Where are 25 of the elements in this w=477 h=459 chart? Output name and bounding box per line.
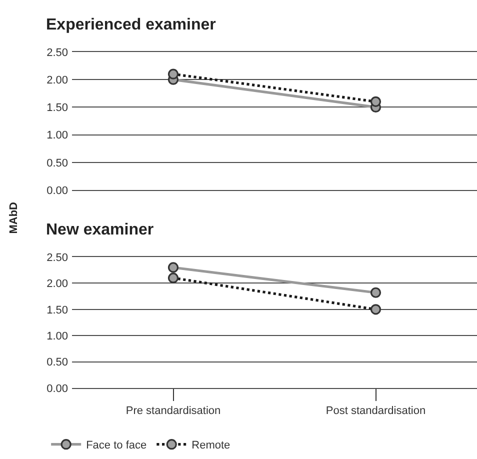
x-tick-label: Pre standardisation — [126, 405, 221, 418]
point — [168, 272, 179, 284]
y-tick-label: 2.50 — [46, 46, 68, 59]
y-tick-label: 2.00 — [46, 278, 68, 290]
chart-title: Experienced examiner — [46, 16, 216, 34]
y-tick-label: 1.50 — [46, 102, 68, 114]
y-axis-title: MAbD — [7, 202, 21, 234]
y-tick-label: 1.50 — [46, 304, 68, 316]
y-tick-label: 1.00 — [46, 330, 68, 342]
y-tick-label: 2.00 — [46, 74, 68, 86]
chart-title: New examiner — [46, 222, 154, 239]
point — [370, 96, 382, 107]
x-tick-label: Post standardisation — [326, 405, 426, 418]
y-tick-label: 0.00 — [46, 184, 68, 197]
legend-label: Face to face — [86, 440, 147, 452]
point — [370, 287, 382, 298]
y-tick-label: 0.00 — [46, 382, 68, 395]
point — [168, 262, 179, 273]
legend-label: Remote — [192, 440, 230, 452]
y-tick-label: 1.00 — [46, 130, 68, 142]
y-tick-label: 0.50 — [46, 157, 68, 170]
point — [370, 304, 382, 315]
point — [168, 68, 179, 80]
y-tick-label: 0.50 — [46, 356, 68, 369]
y-tick-label: 2.50 — [46, 252, 68, 264]
